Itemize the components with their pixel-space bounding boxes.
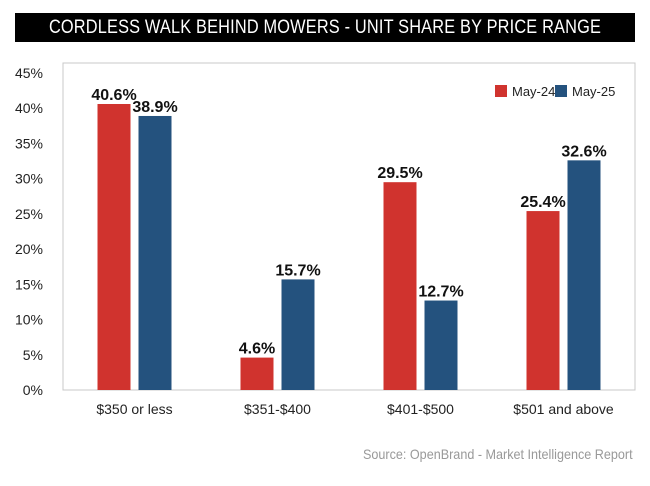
x-axis: $350 or less $351-$400 $401-$500 $501 and a… xyxy=(96,401,614,417)
y-tick-label: 40% xyxy=(15,100,43,116)
source-note: Source: OpenBrand - Market Intelligence … xyxy=(333,446,633,462)
y-tick-label: 45% xyxy=(15,65,43,81)
x-tick-label: $401-$500 xyxy=(387,401,454,417)
x-tick-label: $501 and above xyxy=(513,401,614,417)
bar xyxy=(567,160,601,390)
plot-frame xyxy=(62,62,636,391)
y-tick-label: 30% xyxy=(15,171,43,187)
bar xyxy=(240,357,274,390)
bar-value-label: 29.5% xyxy=(377,165,422,182)
legend: May-24 May-25 xyxy=(495,84,615,99)
bar xyxy=(138,115,172,391)
legend-label: May-24 xyxy=(512,84,555,99)
y-tick-label: 0% xyxy=(23,382,43,398)
bars: 40.6%38.9% 4.6% 15.7% 29.5% 12.7% 25.4% 32.6% xyxy=(91,87,607,391)
bar xyxy=(281,279,315,390)
y-tick-label: 10% xyxy=(15,312,43,328)
y-tick-label: 35% xyxy=(15,135,43,151)
y-axis: 0% 5% 10% 15% 20% 25% 30% 35% 40% 45% xyxy=(15,65,43,398)
legend-label: May-25 xyxy=(572,84,615,99)
bar-value-label: 32.6% xyxy=(561,143,606,160)
legend-swatch xyxy=(555,85,567,97)
chart-title-bar: CORDLESS WALK BEHIND MOWERS - UNIT SHARE… xyxy=(15,13,635,42)
bar-value-label: 38.9% xyxy=(132,99,177,116)
y-tick-label: 25% xyxy=(15,206,43,222)
legend-swatch xyxy=(495,85,507,97)
bar xyxy=(526,211,560,390)
y-tick-label: 20% xyxy=(15,241,43,257)
y-tick-label: 5% xyxy=(23,347,43,363)
chart-title: CORDLESS WALK BEHIND MOWERS - UNIT SHARE… xyxy=(48,16,602,38)
bar xyxy=(97,103,131,391)
y-tick-label: 15% xyxy=(15,276,43,292)
bar-value-label: 15.7% xyxy=(275,262,320,279)
source-text: Source: OpenBrand - Market Intelligence … xyxy=(363,446,633,462)
bar-value-label: 40.6% xyxy=(91,87,136,104)
bar xyxy=(424,300,458,390)
x-tick-label: $351-$400 xyxy=(244,401,311,417)
bar-value-label: 12.7% xyxy=(418,284,463,301)
x-tick-label: $350 or less xyxy=(96,401,172,417)
bar-value-label: 4.6% xyxy=(239,341,275,358)
bar-value-label: 25.4% xyxy=(520,194,565,211)
bar xyxy=(383,182,417,390)
